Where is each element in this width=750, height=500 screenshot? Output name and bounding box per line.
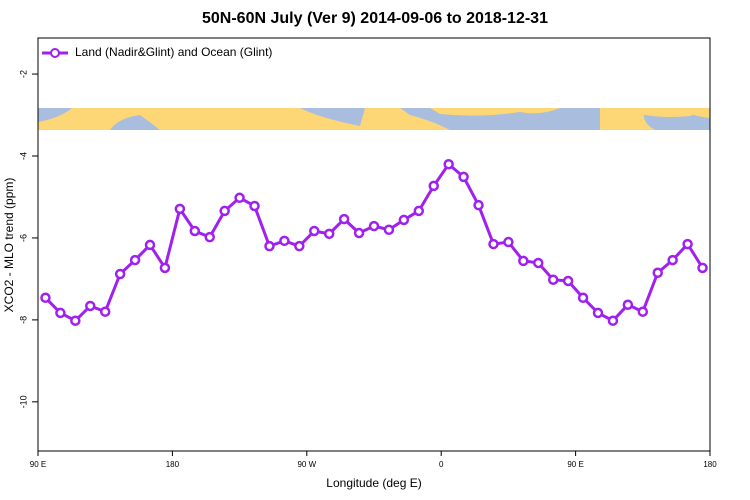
data-point bbox=[234, 192, 245, 204]
data-point bbox=[174, 203, 186, 215]
legend: Land (Nadir&Glint) and Ocean (Glint) bbox=[42, 45, 272, 59]
data-point bbox=[129, 254, 141, 266]
data-point bbox=[413, 205, 425, 217]
y-tick-label: -6 bbox=[18, 234, 28, 242]
series-line bbox=[44, 161, 704, 323]
data-point bbox=[294, 240, 305, 252]
data-point bbox=[488, 238, 499, 250]
x-tick-label: 180 bbox=[703, 460, 717, 469]
data-point bbox=[144, 239, 156, 251]
x-tick-label: 0 bbox=[439, 460, 444, 469]
y-axis-label: XCO2 - MLO trend (ppm) bbox=[2, 178, 16, 313]
data-point bbox=[667, 254, 678, 266]
y-tick-label: -8 bbox=[18, 316, 28, 324]
data-point bbox=[309, 225, 320, 237]
y-tick-label: -10 bbox=[18, 395, 28, 408]
data-point bbox=[443, 158, 454, 170]
data-point bbox=[249, 200, 260, 212]
x-tick-label: 90 E bbox=[567, 460, 583, 469]
data-point bbox=[99, 306, 111, 317]
data-point bbox=[70, 315, 81, 326]
data-point bbox=[682, 238, 693, 250]
x-tick-label: 180 bbox=[166, 460, 180, 469]
x-axis-label: Longitude (deg E) bbox=[326, 476, 421, 490]
data-point bbox=[338, 213, 350, 225]
data-point bbox=[577, 292, 589, 304]
data-point bbox=[503, 236, 514, 248]
data-point bbox=[85, 300, 96, 312]
data-point bbox=[383, 224, 395, 235]
data-point bbox=[533, 257, 544, 269]
map-land bbox=[430, 108, 710, 130]
x-tick-label: 90 E bbox=[30, 460, 46, 469]
data-point bbox=[264, 240, 275, 252]
data-point bbox=[637, 306, 649, 317]
chart-title: 50N-60N July (Ver 9) 2014-09-06 to 2018-… bbox=[202, 10, 548, 27]
x-tick-label: 90 W bbox=[297, 460, 316, 469]
data-point bbox=[40, 292, 51, 304]
data-point bbox=[189, 225, 201, 237]
y-tick-label: -2 bbox=[18, 70, 28, 78]
data-point bbox=[204, 231, 215, 243]
data-point bbox=[592, 307, 604, 319]
data-point bbox=[323, 228, 335, 240]
data-point bbox=[697, 262, 708, 274]
legend-label: Land (Nadir&Glint) and Ocean (Glint) bbox=[75, 45, 272, 59]
data-point bbox=[473, 199, 484, 211]
data-point bbox=[428, 180, 439, 192]
data-point bbox=[114, 268, 126, 280]
data-point bbox=[518, 255, 529, 267]
data-point bbox=[562, 275, 574, 287]
data-point bbox=[547, 274, 559, 285]
map-strip bbox=[38, 108, 710, 130]
y-tick-label: -4 bbox=[18, 152, 28, 160]
data-point bbox=[622, 299, 634, 310]
map-ocean bbox=[38, 108, 710, 130]
data-point bbox=[607, 315, 619, 326]
data-point bbox=[368, 220, 380, 232]
data-point bbox=[55, 307, 66, 319]
plot-frame bbox=[37, 37, 711, 452]
data-point bbox=[652, 267, 663, 279]
data-point bbox=[279, 235, 290, 247]
data-point bbox=[398, 214, 410, 226]
data-point bbox=[353, 227, 365, 239]
data-point bbox=[219, 205, 230, 217]
legend-marker bbox=[50, 48, 60, 58]
data-point bbox=[159, 262, 171, 274]
data-point bbox=[458, 171, 469, 183]
